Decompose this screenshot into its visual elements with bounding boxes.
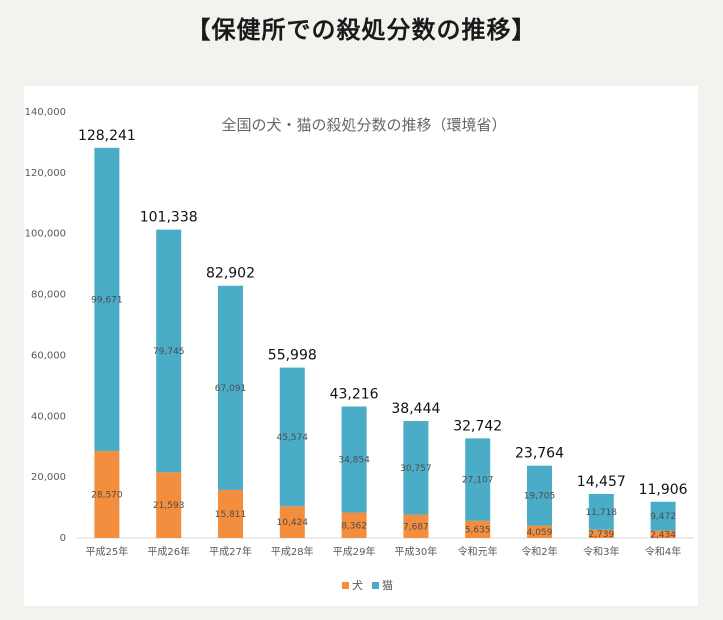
bar-cat bbox=[341, 406, 367, 513]
bar-cat bbox=[527, 465, 552, 526]
y-tick-label: 20,000 bbox=[31, 472, 66, 483]
data-label-dog: 15,811 bbox=[215, 510, 247, 520]
bar-cat bbox=[403, 421, 429, 515]
bar-cat bbox=[279, 367, 305, 507]
x-tick-label: 令和2年 bbox=[521, 545, 557, 558]
total-label: 128,241 bbox=[78, 128, 136, 144]
total-label: 101,338 bbox=[140, 210, 198, 226]
bar-cat bbox=[94, 147, 120, 452]
data-label-cat: 67,091 bbox=[215, 384, 247, 394]
total-label: 14,457 bbox=[577, 474, 626, 490]
bar-dog bbox=[650, 530, 676, 538]
bar-dog bbox=[218, 489, 243, 538]
x-tick-label: 平成25年 bbox=[86, 545, 129, 558]
x-tick-label: 平成27年 bbox=[209, 545, 252, 558]
y-tick-label: 80,000 bbox=[31, 290, 66, 301]
y-tick-label: 100,000 bbox=[25, 229, 66, 240]
legend-label: 猫 bbox=[382, 579, 393, 592]
y-tick-label: 140,000 bbox=[25, 107, 66, 118]
bar-cat bbox=[650, 501, 676, 531]
legend-label: 犬 bbox=[352, 578, 363, 592]
data-label-cat: 99,671 bbox=[91, 295, 123, 305]
data-label-dog: 2,434 bbox=[650, 530, 676, 540]
chart-card: 全国の犬・猫の殺処分数の推移（環境省） 0 20,000 40,000 60,000 80… bbox=[24, 86, 698, 606]
page-title: 【保健所での殺処分数の推移】 bbox=[186, 16, 537, 44]
total-label: 11,906 bbox=[639, 482, 688, 498]
x-tick-label: 令和3年 bbox=[583, 545, 619, 558]
data-label-cat: 79,745 bbox=[153, 347, 185, 357]
bar-dog bbox=[465, 520, 491, 538]
data-label-dog: 8,362 bbox=[341, 521, 367, 531]
chart-title: 全国の犬・猫の殺処分数の推移（環境省） bbox=[221, 116, 506, 134]
bar-dog bbox=[156, 472, 182, 538]
data-label-dog: 5,635 bbox=[465, 525, 491, 535]
x-tick-label: 平成28年 bbox=[271, 545, 314, 558]
bar-dog bbox=[527, 525, 552, 538]
x-tick-label: 令和4年 bbox=[645, 545, 681, 558]
bar-cat bbox=[156, 229, 182, 473]
y-tick-label: 60,000 bbox=[31, 350, 66, 361]
x-tick-label: 平成29年 bbox=[333, 545, 376, 558]
data-label-dog: 2,739 bbox=[588, 530, 614, 540]
data-label-cat: 27,107 bbox=[462, 476, 494, 486]
y-tick-label: 120,000 bbox=[25, 168, 66, 179]
data-label-cat: 45,574 bbox=[277, 433, 309, 443]
total-label: 82,902 bbox=[206, 266, 255, 282]
total-label: 55,998 bbox=[268, 348, 317, 364]
legend-swatch bbox=[372, 582, 379, 589]
x-tick-label: 平成26年 bbox=[147, 545, 190, 558]
data-label-dog: 10,424 bbox=[277, 518, 309, 528]
legend-swatch bbox=[342, 582, 349, 589]
chart-svg: 全国の犬・猫の殺処分数の推移（環境省） 0 20,000 40,000 60,000 80… bbox=[25, 107, 694, 592]
bar-cat bbox=[218, 285, 243, 490]
bar-dog bbox=[94, 451, 120, 538]
data-label-dog: 7,687 bbox=[403, 522, 429, 532]
bar-dog bbox=[588, 529, 614, 538]
y-tick-label: 0 bbox=[60, 533, 66, 544]
y-tick-label: 40,000 bbox=[31, 411, 66, 422]
bar-cat bbox=[465, 438, 491, 521]
bar-dog bbox=[403, 514, 429, 538]
total-label: 43,216 bbox=[330, 386, 379, 402]
total-label: 23,764 bbox=[515, 446, 564, 462]
total-label: 38,444 bbox=[391, 401, 440, 417]
bar-dog bbox=[341, 512, 367, 538]
x-tick-label: 平成30年 bbox=[395, 545, 438, 558]
bar-cat bbox=[588, 494, 614, 530]
data-label-dog: 21,593 bbox=[153, 501, 185, 511]
data-label-cat: 34,854 bbox=[338, 456, 370, 466]
total-label: 32,742 bbox=[453, 418, 502, 434]
data-label-dog: 4,059 bbox=[527, 528, 553, 538]
data-label-cat: 30,757 bbox=[400, 464, 432, 474]
data-label-cat: 9,472 bbox=[650, 512, 676, 522]
bar-dog bbox=[279, 506, 305, 538]
data-label-cat: 11,718 bbox=[586, 508, 618, 518]
x-tick-label: 令和元年 bbox=[458, 545, 498, 558]
data-label-dog: 28,570 bbox=[91, 491, 123, 501]
data-label-cat: 19,705 bbox=[524, 492, 556, 502]
